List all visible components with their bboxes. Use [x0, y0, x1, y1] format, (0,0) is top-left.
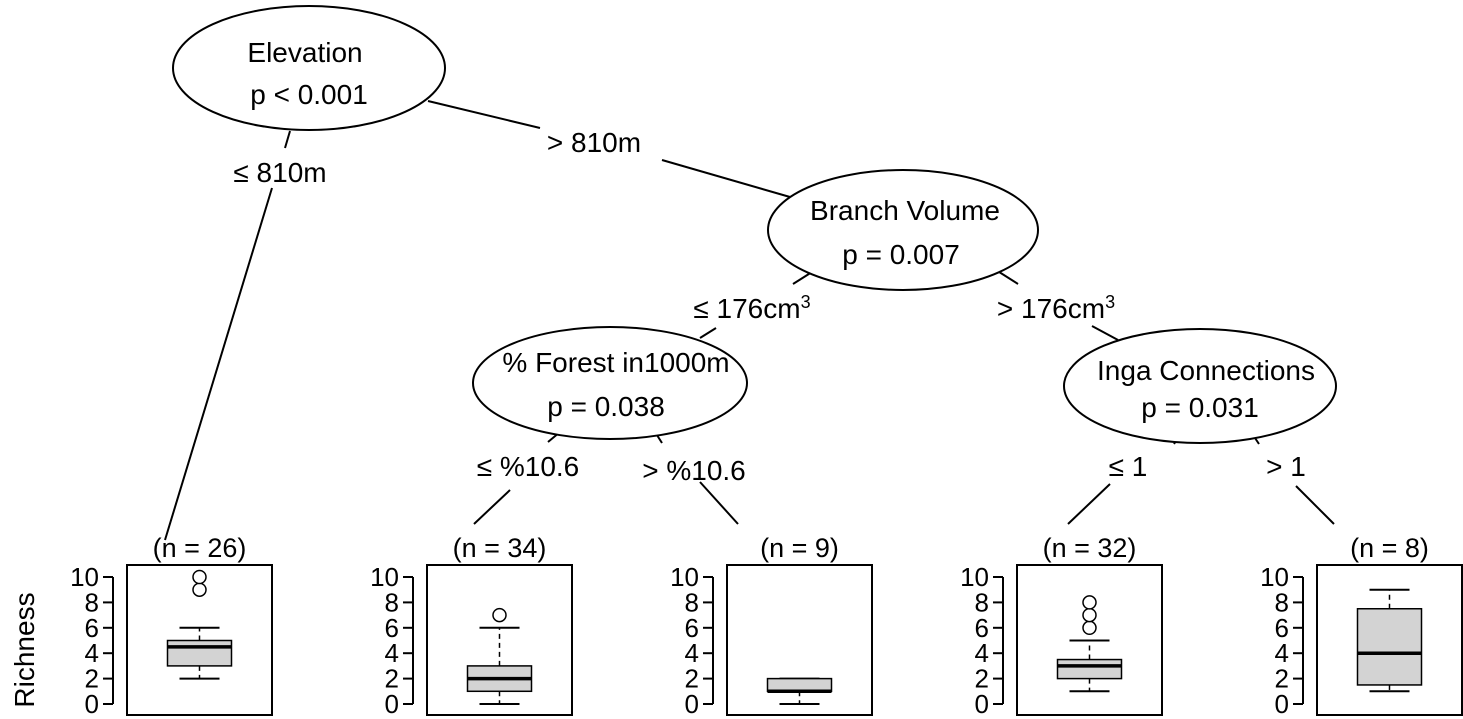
leaf-n-label: (n = 9) — [760, 533, 839, 563]
outlier-point — [1082, 595, 1097, 610]
y-tick-label: 8 — [385, 587, 399, 617]
y-tick-label: 2 — [85, 664, 99, 694]
edge-line-elevation-right-lower — [661, 159, 791, 198]
edge-label-inga-right: > 1 — [1266, 451, 1306, 482]
y-tick-label: 6 — [975, 613, 989, 643]
edge-label-forest-right: > %10.6 — [642, 455, 746, 486]
node-pvalue: p < 0.001 — [250, 79, 368, 110]
node-title: % Forest in1000m — [502, 347, 729, 378]
edge-line-elevation-right-upper — [427, 100, 541, 129]
outlier-point — [192, 582, 207, 597]
edge-line-elevation-left-lower — [164, 187, 273, 541]
edge-label-text: > 176cm — [997, 293, 1105, 324]
outlier-point — [1082, 620, 1097, 636]
node-pvalue: p = 0.038 — [547, 391, 665, 422]
edge-label-branch-left: ≤ 176cm3 — [693, 292, 810, 324]
node-title: Branch Volume — [810, 195, 1000, 226]
node-pvalue: p = 0.031 — [1141, 392, 1259, 423]
y-tick-label: 2 — [975, 664, 989, 694]
iqr-box — [766, 677, 833, 693]
y-tick-label: 10 — [960, 562, 989, 592]
node-branch-volume: Branch Volume p = 0.007 — [767, 169, 1039, 291]
leaf-n-label: (n = 26) — [153, 533, 247, 563]
y-tick-label: 0 — [975, 689, 989, 719]
y-tick-label: 0 — [1275, 689, 1289, 719]
y-tick-label: 4 — [685, 638, 699, 668]
y-tick-label: 8 — [85, 587, 99, 617]
y-tick-label: 0 — [385, 689, 399, 719]
y-tick-label: 6 — [685, 613, 699, 643]
outlier-point — [492, 607, 507, 623]
leaf-n-label: (n = 32) — [1043, 533, 1137, 563]
leaf-n-label: (n = 8) — [1350, 533, 1429, 563]
y-axis-label: Richness — [9, 592, 40, 707]
edge-label-text: ≤ 176cm — [693, 293, 800, 324]
y-tick-label: 6 — [85, 613, 99, 643]
node-ellipse — [767, 169, 1039, 291]
y-tick-label: 10 — [1260, 562, 1289, 592]
node-title: Inga Connections — [1097, 355, 1315, 386]
iqr-box — [1056, 658, 1123, 680]
edge-label-elevation-left: ≤ 810m — [233, 157, 326, 188]
edge-line-branch-left-lower — [699, 327, 717, 339]
node-inga-connections: Inga Connections p = 0.031 — [1063, 328, 1337, 444]
y-tick-label: 2 — [1275, 664, 1289, 694]
node-elevation: Elevation p < 0.001 — [172, 5, 446, 131]
edge-labels: ≤ 810m > 810m ≤ 176cm3 > 176cm3 ≤ %10.6 … — [233, 127, 1305, 486]
y-tick-label: 4 — [385, 638, 399, 668]
leaf-n-label: (n = 34) — [453, 533, 547, 563]
y-tick-label: 0 — [85, 689, 99, 719]
y-tick-label: 6 — [385, 613, 399, 643]
y-tick-label: 0 — [685, 689, 699, 719]
y-tick-label: 8 — [1275, 587, 1289, 617]
edge-label-branch-right: > 176cm3 — [997, 292, 1115, 324]
edge-line-elevation-left-upper — [284, 130, 291, 149]
y-tick-label: 8 — [975, 587, 989, 617]
iqr-box — [1356, 608, 1423, 686]
edge-line-forest-left-lower — [473, 489, 511, 525]
edge-label-inga-left: ≤ 1 — [1109, 451, 1148, 482]
edge-line-inga-right-lower — [1295, 485, 1335, 525]
y-tick-label: 4 — [1275, 638, 1289, 668]
y-tick-label: 8 — [685, 587, 699, 617]
y-tick-label: 10 — [670, 562, 699, 592]
edge-label-superscript: 3 — [801, 292, 811, 312]
edge-line-inga-left-lower — [1067, 483, 1111, 525]
outlier-point — [192, 569, 207, 585]
y-tick-label: 2 — [385, 664, 399, 694]
node-ellipse — [172, 5, 446, 131]
node-pvalue: p = 0.007 — [842, 239, 960, 270]
y-tick-label: 4 — [85, 638, 99, 668]
iqr-box — [166, 639, 233, 667]
y-tick-label: 6 — [1275, 613, 1289, 643]
node-forest: % Forest in1000m p = 0.038 — [472, 326, 748, 440]
outlier-point — [1082, 607, 1097, 623]
edge-line-branch-right-lower — [1091, 325, 1119, 341]
y-tick-label: 2 — [685, 664, 699, 694]
y-tick-label: 10 — [370, 562, 399, 592]
node-ellipse — [472, 326, 748, 440]
node-title: Elevation — [247, 37, 362, 68]
edge-label-superscript: 3 — [1105, 292, 1115, 312]
y-tick-label: 4 — [975, 638, 989, 668]
edge-label-elevation-right: > 810m — [547, 127, 641, 158]
node-ellipse — [1063, 328, 1337, 444]
edge-line-forest-right-lower — [699, 481, 739, 525]
edge-label-forest-left: ≤ %10.6 — [477, 451, 580, 482]
y-tick-label: 10 — [70, 562, 99, 592]
